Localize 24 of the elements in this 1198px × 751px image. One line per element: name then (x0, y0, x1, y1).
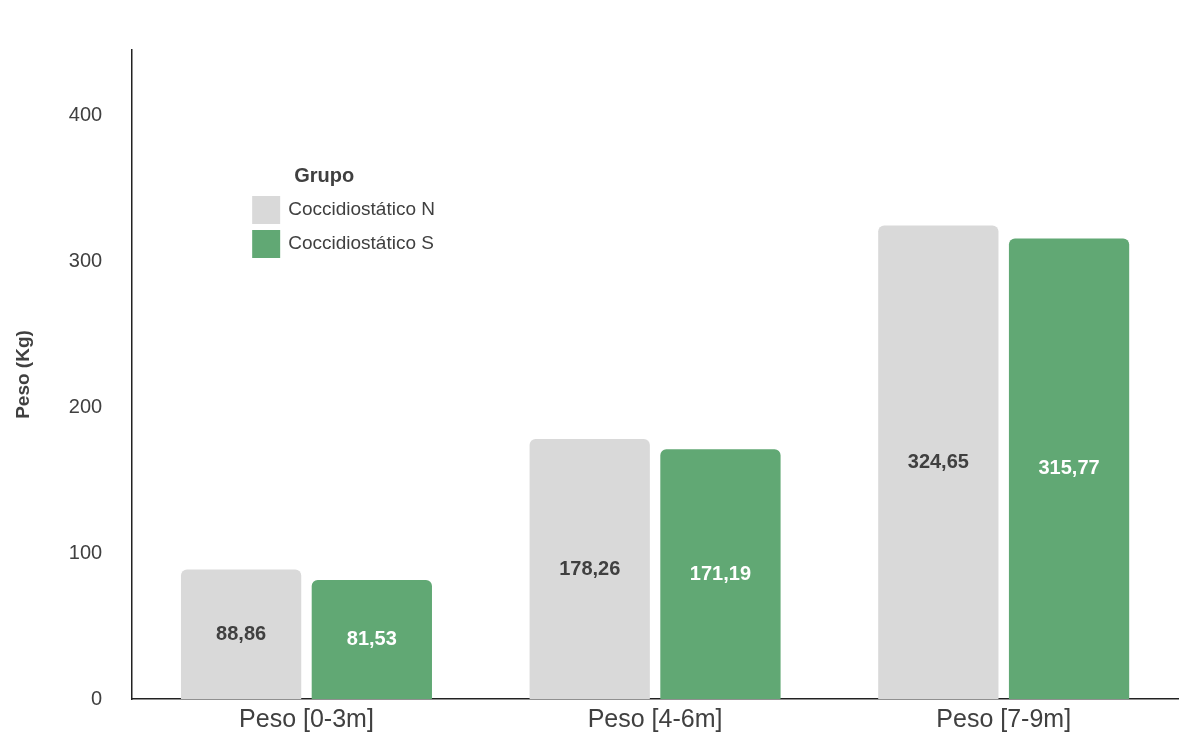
bar (311, 580, 432, 699)
legend-title: Grupo (294, 163, 355, 186)
x-tick-label: Peso [7-9m] (936, 703, 1072, 732)
y-axis-title: Peso (Kg) (11, 330, 33, 419)
data-label: 178,26 (559, 556, 621, 579)
bar (529, 439, 650, 699)
y-tick-label: 400 (68, 103, 103, 126)
data-label: 315,77 (1038, 456, 1100, 479)
bar (1008, 238, 1130, 699)
data-label: 81,53 (346, 627, 397, 650)
y-tick-label: 0 (91, 686, 103, 709)
y-tick-label: 200 (68, 394, 103, 417)
legend-label: Coccidiostático S (288, 232, 434, 254)
data-label: 88,86 (216, 621, 267, 644)
x-tick-label: Peso [4-6m] (587, 703, 723, 732)
legend-label: Coccidiostático N (288, 198, 435, 220)
data-label: 324,65 (907, 449, 969, 472)
y-tick-label: 300 (68, 248, 103, 271)
x-tick-label: Peso [0-3m] (239, 703, 374, 732)
y-tick-label: 100 (68, 540, 103, 563)
bar (660, 449, 781, 699)
bar (180, 569, 302, 699)
data-label: 171,19 (689, 561, 752, 584)
bar (878, 225, 999, 699)
